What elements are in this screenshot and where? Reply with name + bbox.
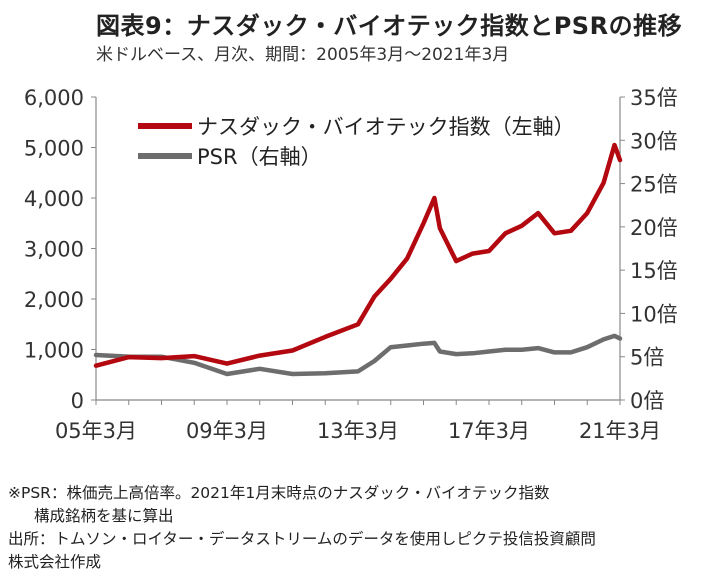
- left-tick-label: 1,000: [24, 339, 84, 363]
- x-tick-label: 17年3月: [448, 419, 530, 443]
- footnote-psr-cont: 構成銘柄を基に算出: [34, 507, 174, 525]
- footnote-source-cont: 株式会社作成: [8, 553, 102, 571]
- nasdaq-biotech-index-line: [93, 142, 623, 368]
- right-tick-label: 5倍: [630, 346, 664, 370]
- axes-layer: 0 1,000 2,000 3,000 4,000 5,000 6,000 0倍 5倍 10倍 15…: [24, 86, 678, 443]
- x-tick-label: 13年3月: [317, 419, 399, 443]
- right-tick-label: 15倍: [630, 259, 678, 283]
- legend-label: PSR（右軸）: [197, 145, 322, 169]
- x-tick-label: 05年3月: [55, 419, 137, 443]
- x-tick-label: 09年3月: [186, 419, 268, 443]
- legend-label: ナスダック・バイオテック指数（左軸）: [197, 115, 575, 139]
- right-tick-label: 0倍: [630, 389, 664, 413]
- right-tick-label: 20倍: [630, 216, 678, 240]
- footnote-source: 出所：トムソン・ロイター・データストリームのデータを使用しピクテ投信投資顧問: [8, 530, 596, 548]
- left-tick-label: 6,000: [24, 86, 84, 110]
- chart-title: 図表9：ナスダック・バイオテック指数とPSRの推移: [96, 12, 683, 40]
- right-tick-label: 10倍: [630, 302, 678, 326]
- left-tick-label: 2,000: [24, 288, 84, 312]
- left-tick-label: 4,000: [24, 187, 84, 211]
- footnote-psr: ※PSR：株価売上高倍率。2021年1月末時点のナスダック・バイオテック指数: [8, 484, 550, 502]
- line-chart: 0 1,000 2,000 3,000 4,000 5,000 6,000 0倍 5倍 10倍 15…: [24, 86, 678, 443]
- psr-line: [93, 333, 623, 377]
- left-tick-label: 0: [71, 389, 84, 413]
- series-layer: [93, 142, 623, 377]
- left-tick-label: 5,000: [24, 137, 84, 161]
- right-tick-label: 35倍: [630, 86, 678, 110]
- right-tick-label: 25倍: [630, 173, 678, 197]
- footnotes: ※PSR：株価売上高倍率。2021年1月末時点のナスダック・バイオテック指数 構…: [8, 482, 596, 574]
- right-tick-label: 30倍: [630, 129, 678, 153]
- legend: ナスダック・バイオテック指数（左軸） PSR（右軸）: [138, 115, 575, 169]
- x-tick-label: 21年3月: [579, 419, 661, 443]
- left-tick-label: 3,000: [24, 238, 84, 262]
- chart-subtitle: 米ドルベース、月次、期間：2005年3月～2021年3月: [96, 45, 510, 65]
